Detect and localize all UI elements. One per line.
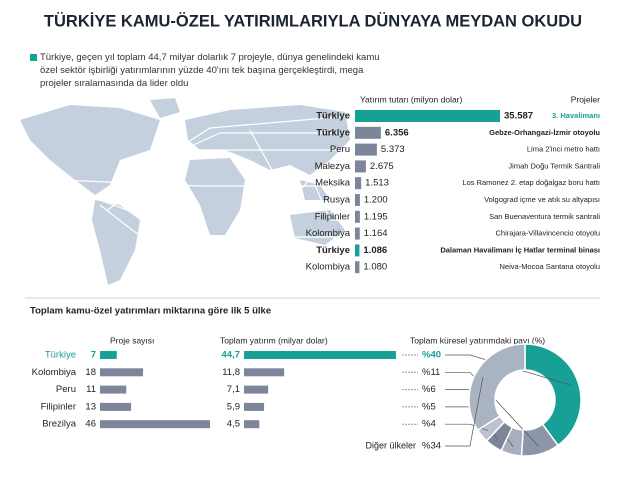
bar [355,210,360,223]
value-label: 1.080 [363,262,387,273]
country-label: Kolombiya [32,367,77,378]
share-label: %6 [422,384,436,395]
category-label: Filipinler [315,211,350,222]
leader [445,423,489,431]
value-label: 2.675 [370,161,394,172]
country-label: Peru [56,384,76,395]
bullet [30,54,37,61]
category-label: Kolombiya [306,228,351,239]
share-label: %34 [422,441,441,452]
pie-slice [468,343,526,432]
bar [355,227,360,240]
share-label: %5 [422,401,436,412]
share-label: %11 [422,367,440,378]
value-label: 1.086 [363,245,387,256]
value-label: 5,9 [227,401,240,412]
value-label: 1.195 [364,211,388,222]
project-label: San Buenaventura termik santrali [489,212,600,221]
value-label: 6.356 [385,127,409,138]
pie-slice [524,343,582,447]
value-label: 44,7 [222,350,241,361]
value-label: 7 [91,350,96,361]
share-label: %4 [422,419,436,430]
value-label: 11 [86,384,96,395]
leader [445,354,571,386]
category-label: Kolombiya [306,262,351,273]
section-title: Toplam kamu-özel yatırımları miktarına g… [30,306,271,317]
category-label: Diğer ülkeler [365,440,416,450]
bar [100,368,144,377]
value-label: 1.164 [364,228,388,239]
value-label: 35.587 [504,111,533,122]
title: TÜRKİYE KAMU-ÖZEL YATIRIMLARIYLA DÜNYAYA… [44,11,582,30]
country-label: Brezilya [42,419,77,430]
bar [100,402,132,411]
project-label: Lima 2'inci metro hattı [527,145,600,154]
bar [355,244,360,257]
country-label: Filipinler [41,401,76,412]
project-label: 3. Havalimanı [552,111,600,120]
project-label: Jimah Doğu Termik Santrali [508,161,600,170]
project-label: Volgograd içme ve atık su altyapısı [484,195,600,204]
category-label: Türkiye [316,127,350,138]
value-label: 18 [85,367,96,378]
value-label: 1.513 [365,178,389,189]
bar [355,177,362,190]
bar [355,126,381,139]
category-label: Meksika [315,178,351,189]
axis-title: Yatırım tutarı (milyon dolar) [360,94,463,104]
bar [244,385,269,394]
bar [244,368,285,377]
bar [244,402,265,411]
value-label: 11,8 [222,367,240,378]
bar [355,110,500,122]
category-label: Rusya [323,195,351,206]
leader-lines [59,115,351,268]
bar [244,420,260,429]
category-label: Peru [330,144,350,155]
axis-title: Proje sayısı [110,335,154,345]
projects-title: Projeler [571,94,600,104]
value-label: 13 [85,401,96,412]
value-label: 5.373 [381,144,405,155]
project-label: Chirajara-Villavincencio otoyolu [496,229,601,238]
bar [355,261,360,274]
bar [244,351,396,359]
axis-title: Toplam küresel yatırımdaki payı (%) [410,335,545,345]
intro: Türkiye, geçen yıl toplam 44,7 milyar do… [40,52,380,89]
category-label: Türkiye [316,111,350,122]
category-label: Malezya [315,161,351,172]
project-label: Neiva-Mocoa Santana otoyolu [500,262,600,271]
bar [355,160,366,173]
leader [445,371,539,447]
bar [100,420,210,429]
value-label: 4,5 [227,419,240,430]
bar [100,351,117,359]
share-label: %40 [422,350,441,361]
bar [355,194,360,206]
leader [445,376,484,447]
country-label: Türkiye [45,350,76,361]
value-label: 7,1 [227,384,240,395]
axis-title: Toplam yatırım (milyar dolar) [220,335,328,345]
value-label: 46 [85,419,96,430]
world-map [20,98,350,285]
bar [355,143,377,156]
value-label: 1.200 [364,195,388,206]
project-label: Dalaman Havalimanı İç Hatlar terminal bi… [440,245,600,254]
project-label: Los Ramonez 2. etap doğalgaz boru hattı [462,178,600,187]
category-label: Türkiye [316,245,350,256]
project-label: Gebze-Orhangazi-İzmir otoyolu [489,128,600,137]
bar [100,385,127,394]
